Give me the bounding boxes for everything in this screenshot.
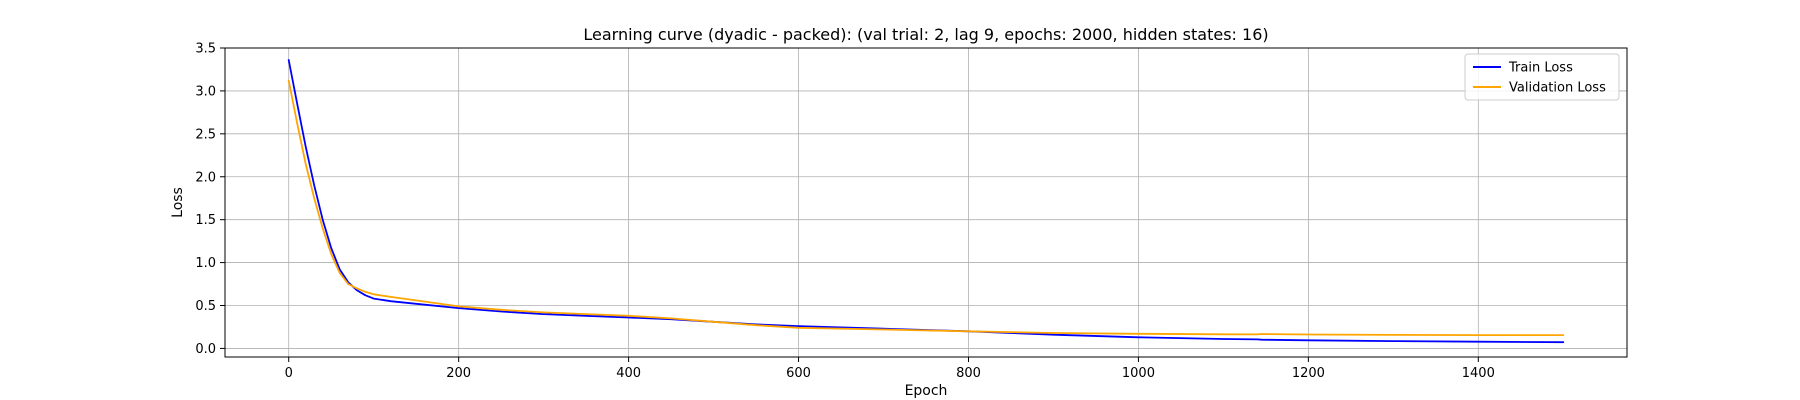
y-tick-label: 2.0: [195, 170, 216, 185]
y-tick-label: 2.5: [195, 127, 216, 142]
x-tick-label: 1000: [1122, 366, 1155, 381]
y-axis-ticks: 0.0 0.5 1.0 1.5 2.0 2.5 3.0 3.5: [195, 42, 225, 357]
legend-label-validation-loss: Validation Loss: [1509, 81, 1606, 96]
x-tick-label: 1200: [1292, 366, 1325, 381]
y-tick-label: 3.0: [195, 84, 216, 99]
legend-box: [1464, 53, 1620, 101]
x-axis-ticks: 0 200 400 600 800 1000 1200 1400: [285, 357, 1495, 381]
y-tick-label: 0.5: [195, 299, 216, 314]
x-tick-label: 200: [446, 366, 471, 381]
validation-loss-line: [287, 79, 1565, 337]
legend-label-train-loss: Train Loss: [1508, 61, 1573, 76]
x-tick-label: 600: [786, 366, 811, 381]
y-tick-label: 1.0: [195, 256, 216, 271]
y-axis-label: Loss: [170, 187, 186, 218]
x-tick-label: 800: [956, 366, 981, 381]
y-tick-label: 3.5: [195, 42, 216, 57]
x-tick-label: 1400: [1462, 366, 1495, 381]
series-layer: [287, 59, 1565, 344]
x-tick-label: 0: [285, 366, 293, 381]
y-tick-label: 1.5: [195, 213, 216, 228]
y-tick-label: 0.0: [195, 342, 216, 357]
x-axis-label: Epoch: [905, 383, 948, 399]
x-tick-label: 400: [616, 366, 641, 381]
plot-frame: [224, 47, 1628, 358]
legend: Train Loss Validation Loss: [1464, 53, 1620, 101]
chart-title: Learning curve (dyadic - packed): (val t…: [583, 25, 1268, 44]
train-loss-line: [287, 59, 1565, 344]
